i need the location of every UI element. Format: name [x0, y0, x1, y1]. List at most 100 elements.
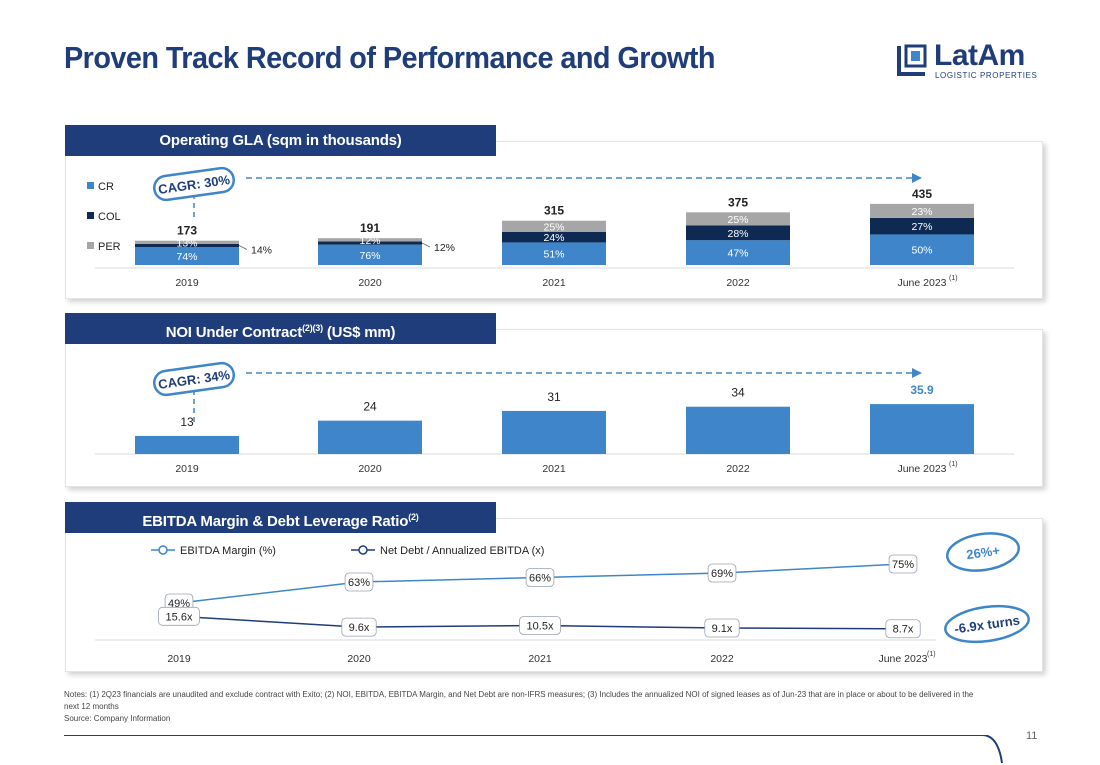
data-label: 63% [348, 577, 370, 589]
data-label-box [704, 618, 740, 638]
noi-panel: 2019 2020 2021 2022 June 2023 (1) 13 24 31 34 35.9… [65, 329, 1043, 487]
x-tick-label: 2019 [175, 463, 199, 475]
data-label: 28% [727, 228, 748, 240]
page-number: 11 [1026, 730, 1038, 742]
x-tick-label: 2021 [528, 653, 552, 665]
x-tick-footnote: (1) [927, 651, 936, 658]
data-label: 34 [731, 386, 745, 400]
bar-segment-per [502, 220, 606, 232]
leader-line [238, 245, 248, 250]
data-label: 13 [180, 415, 194, 429]
cagr-badge [153, 166, 235, 202]
data-label: 23% [911, 206, 932, 218]
total-label: 435 [912, 187, 932, 201]
x-tick-label: 2020 [358, 277, 382, 289]
legend-marker [358, 545, 368, 555]
source-text: Source: Company Information [64, 714, 171, 723]
data-label: 12% [359, 235, 380, 247]
noi-header-text: NOI Under Contract [165, 324, 303, 341]
data-label: 31 [547, 390, 561, 404]
data-label-box [341, 617, 377, 637]
noi-chart: 2019 2020 2021 2022 June 2023 (1) 13 24 31 34 35.9… [95, 361, 1014, 475]
cagr-badge [153, 361, 235, 397]
noi-header-sup: (2)(3) [302, 323, 323, 333]
noi-bar [870, 404, 974, 454]
cagr-arrow-head [912, 173, 922, 183]
data-label: 24% [543, 232, 564, 244]
data-label: 25% [543, 221, 564, 233]
bar-segment-per [318, 238, 422, 242]
leverage-callout-badge [944, 604, 1030, 644]
x-tick-label: 2020 [347, 653, 371, 665]
x-tick-label: 2022 [726, 277, 750, 289]
x-tick-label: 2021 [542, 277, 566, 289]
data-label: 69% [711, 568, 733, 580]
gla-panel: 2019 2020 2021 2022 June 2023 (1) CR COL PER 74% 1… [65, 141, 1043, 299]
logo-mark-icon [897, 44, 927, 76]
footnotes: Notes: (1) 2Q23 financials are unaudited… [64, 689, 984, 725]
x-tick-label: 2019 [175, 277, 199, 289]
footer-divider [64, 735, 1003, 764]
data-label-box [519, 616, 561, 635]
legend-label: CR [98, 181, 114, 193]
bar-segment-cr [686, 240, 790, 265]
data-label-box [885, 619, 921, 639]
ebitda-panel-header: EBITDA Margin & Debt Leverage Ratio(2) [65, 502, 496, 533]
data-label: 8.7x [893, 624, 914, 636]
bar-segment-cr [318, 244, 422, 265]
data-label: 25% [727, 214, 748, 226]
bar-segment-col [135, 243, 239, 248]
x-tick-footnote: (1) [949, 461, 958, 468]
ebitda-header-sup: (2) [408, 512, 419, 522]
x-tick-label: 2022 [710, 653, 734, 665]
noi-bar [135, 435, 239, 454]
cagr-arrow-head [912, 368, 922, 378]
bar-segment-cr [502, 242, 606, 265]
data-label: 47% [727, 248, 748, 260]
data-label-box [344, 572, 374, 592]
data-label: 50% [911, 245, 932, 257]
x-tick-label: 2019 [167, 653, 191, 665]
x-tick-label: June 2023 [897, 277, 946, 289]
margin-callout-label: 26%+ [965, 543, 1001, 563]
data-label: 15.6x [166, 611, 193, 623]
company-logo: LatAm LOGISTIC PROPERTIES [897, 39, 1042, 82]
footnote-text: Notes: (1) 2Q23 financials are unaudited… [64, 690, 974, 711]
data-label-box [525, 568, 555, 587]
data-label: 9.1x [712, 623, 733, 635]
legend-label: Net Debt / Annualized EBITDA (x) [380, 545, 544, 557]
ebitda-header-text: EBITDA Margin & Debt Leverage Ratio [142, 513, 409, 530]
data-label: 24 [363, 400, 377, 414]
bar-segment-per [870, 203, 974, 218]
logo-subtitle: LOGISTIC PROPERTIES [935, 71, 1038, 80]
bar-segment-col [686, 225, 790, 241]
gla-chart: 2019 2020 2021 2022 June 2023 (1) CR COL PER 74% 1… [87, 166, 1014, 289]
legend-label: EBITDA Margin (%) [180, 545, 276, 557]
data-label: 75% [892, 559, 914, 571]
bar-segment-per [135, 240, 239, 244]
data-label: 66% [529, 573, 551, 585]
x-tick-label: 2022 [726, 463, 750, 475]
data-label-box [158, 606, 200, 626]
legend-swatch [87, 182, 94, 189]
noi-panel-header: NOI Under Contract(2)(3) (US$ mm) [65, 313, 496, 344]
legend-swatch [87, 242, 94, 249]
page-title: Proven Track Record of Performance and G… [64, 40, 716, 75]
data-label: 27% [911, 221, 932, 233]
noi-bar [502, 410, 606, 454]
noi-header-tail: (US$ mm) [322, 324, 396, 341]
data-label: 51% [543, 249, 564, 261]
total-label: 191 [360, 221, 380, 235]
total-label: 173 [177, 224, 197, 238]
total-label: 315 [544, 204, 564, 218]
data-label: 12% [434, 242, 455, 254]
data-label: 14% [251, 245, 272, 257]
data-label: 9.6x [349, 622, 370, 634]
bar-segment-col [502, 231, 606, 243]
x-tick-footnote: (1) [949, 275, 958, 282]
bar-segment-col [318, 241, 422, 245]
bar-segment-cr [870, 234, 974, 265]
data-label: 74% [176, 251, 197, 263]
legend-label: COL [98, 211, 121, 223]
x-tick-label: 2020 [358, 463, 382, 475]
